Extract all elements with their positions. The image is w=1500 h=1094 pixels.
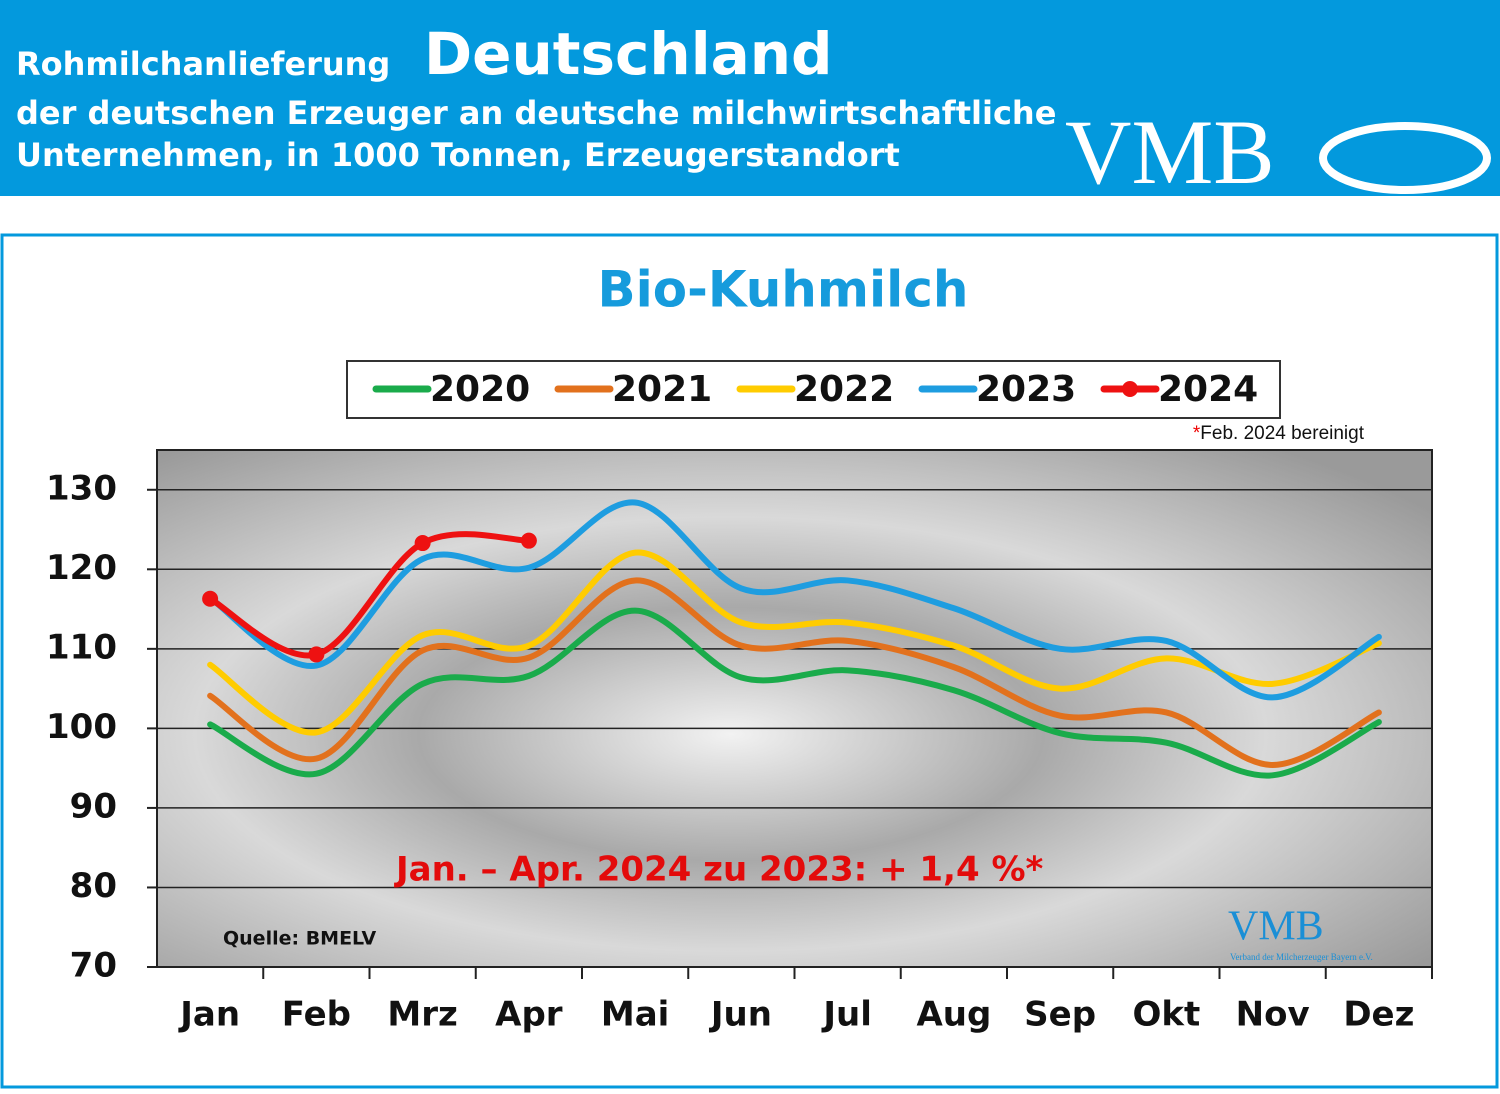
x-tick-label: Jul	[821, 995, 872, 1035]
watermark-sub: Verband der Milcherzeuger Bayern e.V.	[1230, 952, 1373, 962]
legend-label: 2023	[976, 369, 1076, 410]
series-marker	[202, 590, 219, 607]
legend-label: 2021	[612, 369, 712, 410]
legend-marker	[1122, 381, 1138, 397]
x-tick-label: Apr	[495, 995, 563, 1035]
note-text: Feb. 2024 bereinigt	[1200, 423, 1364, 444]
y-tick-label: 80	[70, 866, 117, 906]
plot	[157, 489, 1432, 968]
header-title-small: Rohmilchanlieferung	[16, 45, 390, 83]
series-line	[207, 549, 1382, 736]
x-tick-label: Jan	[178, 995, 240, 1035]
header-line: der deutschen Erzeuger an deutsche milch…	[16, 94, 1056, 132]
x-tick-label: Nov	[1236, 995, 1310, 1035]
series-marker	[414, 535, 431, 552]
source: Quelle: BMELV	[223, 928, 377, 950]
y-tick-label: 100	[46, 707, 117, 747]
x-tick-label: Jun	[709, 995, 772, 1035]
series-line	[207, 577, 1382, 768]
y-tick-label: 70	[70, 946, 117, 986]
series-line	[207, 499, 1382, 701]
note: *Feb. 2024 bereinigt	[1193, 423, 1365, 444]
y-tick-label: 120	[46, 548, 117, 588]
header-band	[0, 0, 1500, 196]
y-tick-label: 130	[46, 468, 117, 508]
legend-label: 2022	[794, 369, 894, 410]
series-line	[207, 607, 1382, 779]
y-tick-label: 90	[70, 786, 117, 826]
legend-label: 2024	[1158, 369, 1258, 410]
header-title-big: Deutschland	[424, 20, 833, 88]
series-line	[207, 531, 532, 659]
y-tick-label: 110	[46, 627, 117, 667]
chart-title: Bio-Kuhmilch	[597, 261, 968, 319]
x-tick-label: Feb	[282, 995, 351, 1035]
x-tick-label: Mai	[601, 995, 669, 1035]
x-tick-label: Aug	[916, 995, 991, 1035]
x-tick-label: Okt	[1132, 995, 1200, 1035]
logo: VMB	[1065, 101, 1275, 203]
x-tick-label: Dez	[1343, 995, 1414, 1035]
note-mark: *	[1193, 423, 1201, 444]
watermark: VMB	[1228, 904, 1324, 950]
header-line: Unternehmen, in 1000 Tonnen, Erzeugersta…	[16, 136, 900, 174]
series-marker	[308, 646, 325, 663]
legend-label: 2020	[430, 369, 530, 410]
series-marker	[520, 532, 537, 549]
annotation: Jan. – Apr. 2024 zu 2023: + 1,4 %*	[394, 850, 1044, 890]
x-tick-label: Mrz	[387, 995, 457, 1035]
x-tick-label: Sep	[1024, 995, 1096, 1035]
logo-swoosh	[1319, 122, 1491, 194]
